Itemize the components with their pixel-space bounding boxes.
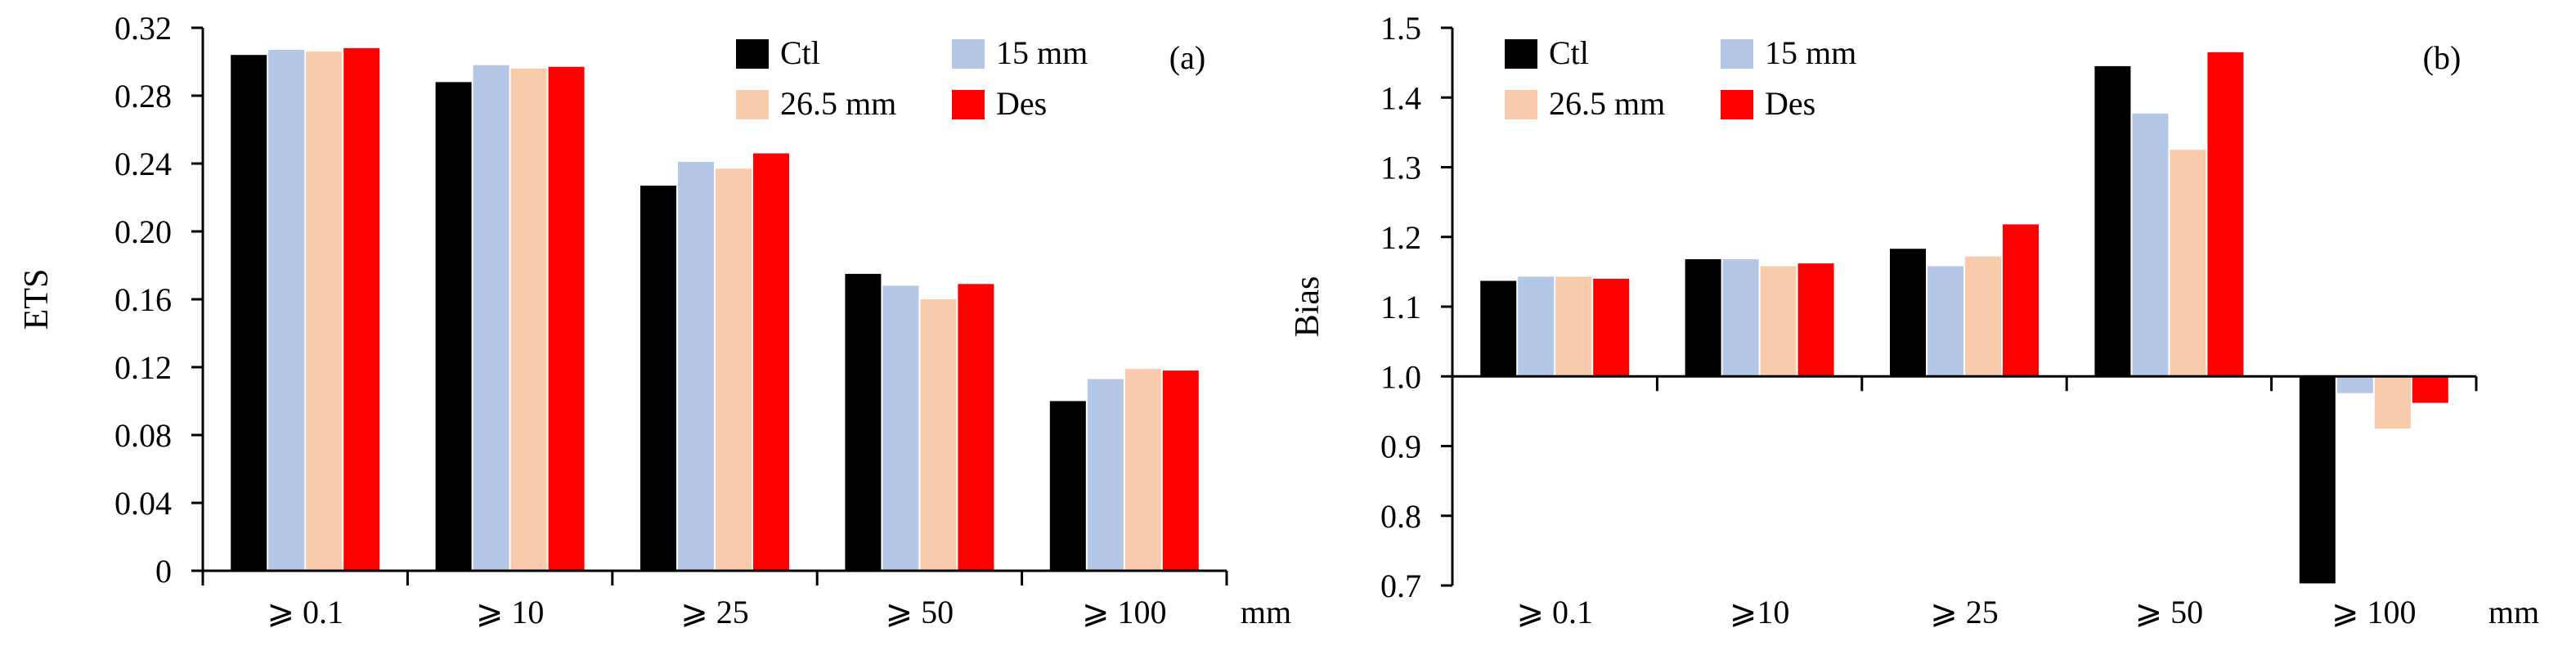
y-tick-label: 0.9 [1380, 428, 1421, 465]
x-tick-label: ⩾ 10 [476, 594, 545, 630]
y-tick-label: 1.2 [1380, 219, 1421, 256]
legend-label: Des [996, 85, 1047, 122]
bar-des-4 [2412, 376, 2448, 403]
legend: Ctl 15 mm 26.5 mm Des [1505, 34, 1856, 122]
y-tick-label: 1.0 [1380, 358, 1421, 395]
bar-ctl-1 [435, 82, 472, 571]
legend-swatch-des [952, 90, 985, 119]
x-tick-label: ⩾ 0.1 [267, 594, 343, 630]
x-tick-label: ⩾ 0.1 [1516, 594, 1593, 630]
legend-label: 15 mm [1765, 34, 1856, 71]
x-tick-label: ⩾ 25 [1930, 594, 1999, 630]
y-axis-title: Bias [1289, 276, 1326, 338]
chart-panel-b: 0.7 0.8 0.9 1.0 1.1 1.2 1.3 1.4 1.5 ⩾ 0.1 ⩾10 ⩾ 25 ⩾… [1289, 10, 2539, 630]
x-unit-label: mm [1241, 594, 1291, 630]
y-tick-label: 0.7 [1380, 568, 1421, 604]
bar-des-3 [2207, 52, 2244, 377]
bar-ctl-3 [2094, 65, 2131, 377]
bar-26-5-mm-1 [510, 68, 547, 572]
bar-26-5-mm-1 [1760, 266, 1797, 377]
bar-ctl-1 [1685, 259, 1721, 377]
bar-26-5-mm-2 [1965, 256, 2001, 377]
bar-15-mm-2 [678, 161, 714, 572]
x-tick-label: ⩾ 100 [1082, 594, 1167, 630]
y-tick-label: 1.5 [1380, 10, 1421, 47]
bar-ctl-2 [640, 185, 676, 571]
bar-15-mm-1 [473, 65, 509, 571]
y-tick-label: 0.24 [114, 146, 172, 182]
bar-15-mm-2 [1928, 266, 1963, 377]
bar-26-5-mm-4 [2374, 376, 2411, 429]
bar-ctl-0 [1480, 280, 1517, 377]
bar-des-2 [2003, 224, 2039, 377]
bar-15-mm-0 [268, 49, 305, 572]
x-tick-label: ⩾10 [1730, 594, 1790, 630]
y-tick-label: 1.1 [1380, 289, 1421, 325]
x-tick-label: ⩾ 100 [2331, 594, 2417, 630]
legend-swatch-ctl [1505, 39, 1537, 69]
y-tick-label: 0.04 [114, 485, 172, 522]
bar-des-3 [958, 284, 994, 571]
x-tick-label: ⩾ 25 [680, 594, 749, 630]
bar-26-5-mm-3 [920, 299, 957, 571]
y-tick-label: 1.3 [1380, 150, 1421, 186]
bar-ctl-4 [2299, 376, 2336, 584]
bar-ctl-3 [845, 273, 882, 571]
bar-des-4 [1162, 370, 1199, 571]
legend-swatch-ctl [736, 39, 769, 69]
legend-swatch-15-mm [952, 39, 985, 69]
y-tick-label: 1.4 [1380, 79, 1421, 116]
legend-swatch-26-5-mm [1505, 90, 1537, 119]
x-tick-label: ⩾ 50 [2135, 594, 2204, 630]
x-tick-label: ⩾ 50 [886, 594, 954, 630]
bar-des-0 [343, 47, 380, 571]
legend: Ctl 15 mm 26.5 mm Des [736, 34, 1088, 122]
bar-15-mm-4 [1087, 379, 1124, 571]
bar-26-5-mm-0 [306, 52, 343, 572]
y-tick-label: 0 [155, 553, 172, 590]
chart-panel-a: 0 0.04 0.08 0.12 0.16 0.20 0.24 0.28 0.32 ⩾ 0.1 ⩾ … [18, 10, 1291, 630]
bar-15-mm-0 [1518, 276, 1555, 377]
y-tick-label: 0.20 [114, 213, 172, 250]
bar-26-5-mm-4 [1124, 369, 1161, 571]
legend-label: Ctl [1549, 34, 1589, 71]
y-tick-label: 0.28 [114, 78, 172, 114]
bar-26-5-mm-2 [716, 168, 752, 571]
y-tick-label: 0.16 [114, 281, 172, 318]
y-tick-label: 0.32 [114, 10, 172, 47]
legend-label: Ctl [780, 34, 820, 71]
bar-15-mm-3 [882, 285, 919, 571]
legend-swatch-26-5-mm [736, 90, 769, 119]
x-unit-label: mm [2488, 594, 2539, 630]
y-tick-label: 0.12 [114, 349, 172, 386]
legend-swatch-des [1721, 90, 1753, 119]
y-axis-title: ETS [18, 269, 56, 330]
legend-label: 26.5 mm [780, 85, 896, 122]
bar-ctl-4 [1049, 401, 1086, 571]
y-tick-label: 0.8 [1380, 498, 1421, 535]
bar-15-mm-3 [2132, 113, 2169, 377]
bar-ctl-2 [1890, 249, 1926, 377]
y-tick-label: 0.08 [114, 417, 172, 454]
bar-des-1 [548, 66, 585, 572]
bar-des-0 [1593, 278, 1630, 377]
panel-label: (b) [2423, 39, 2462, 76]
bar-ctl-0 [231, 55, 267, 571]
bar-15-mm-1 [1722, 259, 1759, 377]
legend-label: Des [1765, 85, 1815, 122]
bar-26-5-mm-3 [2170, 150, 2206, 377]
panel-label: (a) [1169, 39, 1205, 76]
legend-swatch-15-mm [1721, 39, 1753, 69]
legend-label: 26.5 mm [1549, 85, 1665, 122]
bar-15-mm-4 [2336, 376, 2373, 393]
bar-des-2 [753, 153, 789, 572]
bar-26-5-mm-0 [1555, 276, 1592, 377]
legend-label: 15 mm [996, 34, 1088, 71]
bar-des-1 [1797, 263, 1834, 377]
